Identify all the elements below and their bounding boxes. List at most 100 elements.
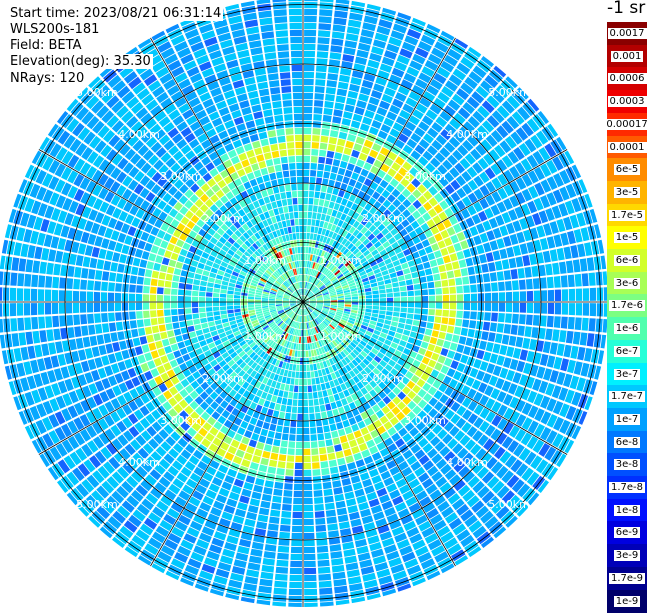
- range-gate-cell: [177, 341, 185, 349]
- range-gate-cell: [550, 249, 558, 261]
- range-gate-cell: [450, 253, 458, 261]
- range-gate-cell: [372, 287, 379, 291]
- range-gate-cell: [416, 354, 424, 362]
- range-gate-cell: [314, 406, 320, 413]
- range-gate-cell: [282, 398, 288, 405]
- range-gate-cell: [284, 420, 290, 427]
- range-gate-cell: [583, 288, 590, 301]
- range-gate-cell: [88, 325, 95, 335]
- range-gate-cell: [351, 475, 361, 483]
- range-gate-cell: [303, 254, 305, 260]
- range-gate-cell: [591, 349, 600, 363]
- range-gate-cell: [304, 114, 312, 120]
- range-gate-cell: [303, 191, 308, 197]
- range-gate-cell: [426, 275, 433, 282]
- range-gate-cell: [309, 413, 315, 420]
- range-gate-cell: [90, 336, 98, 346]
- range-gate-cell: [550, 342, 558, 354]
- range-gate-cell: [443, 303, 449, 310]
- range-gate-cell: [323, 425, 330, 432]
- range-gate-cell: [94, 313, 101, 323]
- range-gate-cell: [268, 431, 275, 438]
- range-gate-cell: [69, 254, 77, 265]
- range-gate-cell: [304, 30, 316, 37]
- range-gate-cell: [587, 333, 595, 347]
- range-gate-cell: [509, 336, 517, 346]
- range-gate-cell: [112, 252, 120, 262]
- range-gate-cell: [289, 385, 294, 392]
- range-gate-cell: [407, 285, 414, 291]
- range-gate-cell: [576, 303, 583, 315]
- range-gate-cell: [97, 259, 105, 269]
- range-gate-cell: [309, 400, 314, 407]
- range-gate-cell: [336, 451, 344, 459]
- range-gate-cell: [495, 333, 503, 343]
- range-gate-cell: [152, 271, 159, 279]
- range-gate-cell: [303, 379, 307, 385]
- range-gate-cell: [174, 268, 181, 275]
- range-gate-cell: [313, 234, 317, 241]
- range-gate-cell: [350, 590, 364, 599]
- range-gate-cell: [140, 259, 148, 268]
- range-gate-cell: [158, 280, 165, 287]
- range-gate-cell: [136, 294, 142, 302]
- range-gate-cell: [19, 258, 27, 271]
- range-gate-cell: [308, 247, 311, 254]
- range-gate-cell: [262, 494, 272, 502]
- range-gate-cell: [365, 309, 372, 313]
- range-gate-cell: [387, 298, 393, 302]
- range-gate-cell: [601, 256, 607, 270]
- range-gate-cell: [167, 243, 175, 251]
- range-gate-cell: [485, 303, 491, 311]
- range-gate-cell: [197, 263, 204, 270]
- range-gate-cell: [522, 338, 530, 349]
- range-gate-cell: [464, 294, 470, 302]
- range-gate-cell: [252, 542, 264, 550]
- range-gate-cell: [350, 77, 361, 85]
- range-gate-cell: [344, 405, 351, 413]
- range-gate-cell: [309, 198, 314, 205]
- range-gate-cell: [278, 461, 286, 468]
- range-gate-cell: [136, 311, 143, 319]
- range-gate-cell: [250, 462, 259, 470]
- range-gate-cell: [534, 291, 541, 302]
- range-gate-cell: [304, 9, 317, 16]
- range-gate-cell: [330, 52, 342, 60]
- range-gate-cell: [240, 421, 248, 429]
- range-gate-cell: [310, 427, 316, 434]
- range-gate-cell: [300, 351, 303, 357]
- range-gate-cell: [366, 299, 372, 302]
- range-gate-cell: [575, 274, 582, 287]
- range-gate-cell: [317, 384, 322, 391]
- range-gate-cell: [241, 437, 250, 445]
- range-gate-cell: [548, 290, 555, 301]
- range-gate-cell: [67, 327, 75, 338]
- range-gate-cell: [295, 372, 299, 379]
- range-gate-cell: [428, 282, 435, 289]
- range-gate-cell: [304, 170, 310, 176]
- range-gate-cell: [429, 296, 435, 302]
- range-gate-cell: [46, 263, 54, 275]
- range-gate-cell: [506, 347, 514, 358]
- range-gate-cell: [411, 326, 418, 332]
- range-gate-cell: [408, 337, 416, 344]
- range-gate-cell: [25, 332, 33, 345]
- range-gate-cell: [290, 568, 302, 575]
- range-gate-cell: [380, 302, 386, 306]
- range-gate-cell: [317, 171, 324, 178]
- range-gate-cell: [286, 406, 292, 413]
- range-gate-cell: [584, 242, 592, 256]
- range-gate-cell: [263, 487, 273, 495]
- range-gate-cell: [295, 350, 298, 357]
- range-gate-cell: [135, 249, 143, 258]
- range-gate-cell: [462, 277, 469, 285]
- range-gate-cell: [260, 458, 269, 466]
- range-gate-cell: [396, 328, 403, 334]
- range-gate-cell: [296, 435, 302, 441]
- range-gate-cell: [454, 243, 462, 252]
- range-gate-cell: [332, 565, 345, 573]
- range-gate-cell: [330, 467, 339, 474]
- range-gate-cell: [518, 326, 525, 337]
- range-gate-cell: [353, 143, 362, 151]
- range-gate-cell: [167, 330, 174, 337]
